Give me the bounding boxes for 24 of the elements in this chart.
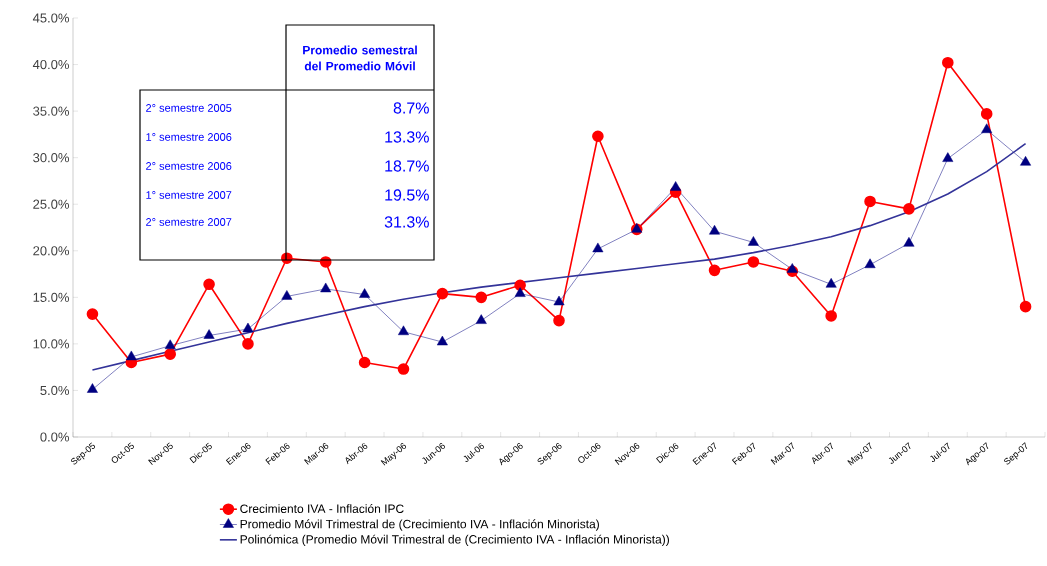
y-tick-label: 40.0% — [32, 59, 70, 70]
y-tick-label: 30.0% — [33, 153, 70, 163]
y-tick-label: 35.0% — [33, 106, 70, 116]
annotation: 2° semestre 2007 — [146, 218, 232, 226]
y-tick-label: 5.0% — [40, 385, 70, 396]
y-tick-label: 45.0% — [32, 13, 70, 23]
annotation: 2° semestre 2005 — [146, 104, 232, 112]
annotation: 13.3% — [385, 131, 429, 143]
y-tick-label: 0.0% — [40, 432, 70, 442]
annotation: 18.7% — [385, 160, 429, 172]
legend-label: Crecimiento IVA - Inflación IPC — [240, 504, 404, 513]
annotation: 2° semestre 2006 — [146, 162, 232, 170]
legend-label: Polinómica (Promedio Móvil Trimestral de (Crecimiento IVA - Inflación Minorista)) — [240, 534, 669, 546]
y-tick-label: 10.0% — [33, 339, 70, 349]
y-tick-label: 25.0% — [33, 199, 70, 209]
y-tick-label: 15.0% — [33, 292, 70, 302]
annotation: 8.7% — [393, 102, 429, 114]
annotation: 19.5% — [385, 189, 429, 201]
y-tick-label: 20.0% — [33, 246, 70, 256]
annotation: 31.3% — [384, 216, 429, 228]
legend-label: Promedio Móvil Trimestral de (Crecimiento IVA - Inflación Minorista) — [240, 519, 599, 531]
annotation: Promedio semestral del Promedio Móvil — [303, 45, 417, 71]
annotation: 1° semestre 2007 — [146, 191, 232, 199]
annotation: 1° semestre 2006 — [146, 133, 232, 141]
